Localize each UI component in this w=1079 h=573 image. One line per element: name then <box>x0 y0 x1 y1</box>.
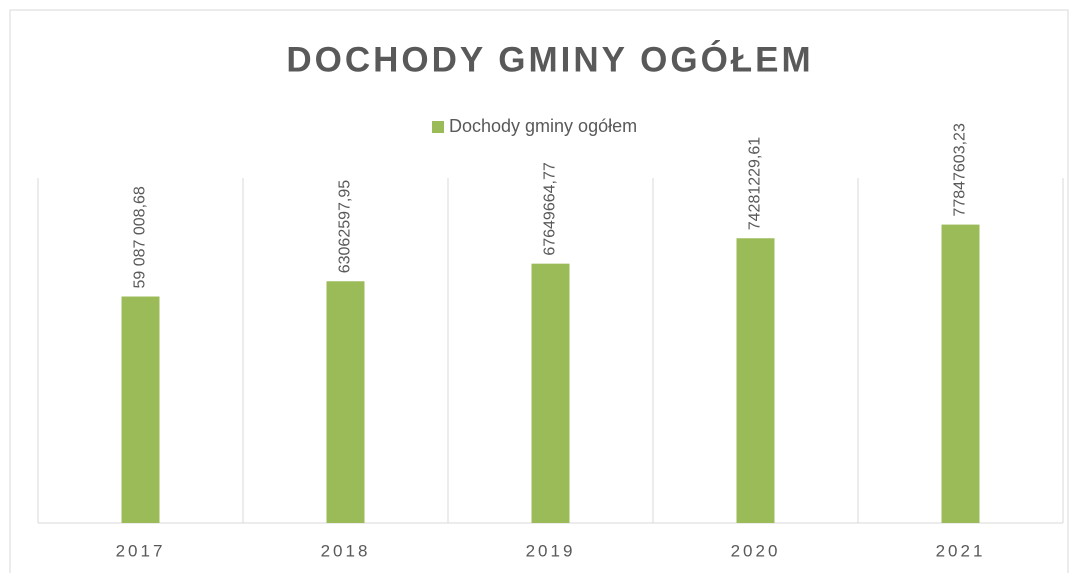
bar <box>531 263 570 523</box>
chart-border <box>9 9 1069 573</box>
x-tick-label: 2021 <box>936 541 986 560</box>
x-tick-label: 2018 <box>321 541 371 560</box>
data-label: 67649664,77 <box>542 162 559 256</box>
bar <box>121 296 160 523</box>
data-label: 63062597,95 <box>337 180 354 274</box>
x-tick-label: 2019 <box>526 541 576 560</box>
data-label: 74281229,61 <box>747 137 764 231</box>
bar <box>326 281 365 523</box>
bar <box>941 224 980 524</box>
x-tick-label: 2020 <box>731 541 781 560</box>
legend-swatch <box>432 121 444 133</box>
bar <box>736 238 775 523</box>
legend-label: Dochody gminy ogółem <box>449 116 637 136</box>
data-label: 77847603,23 <box>952 123 969 217</box>
data-label: 59 087 008,68 <box>132 186 149 288</box>
x-tick-label: 2017 <box>116 541 166 560</box>
chart-title: DOCHODY GMINY OGÓŁEM <box>286 39 813 79</box>
